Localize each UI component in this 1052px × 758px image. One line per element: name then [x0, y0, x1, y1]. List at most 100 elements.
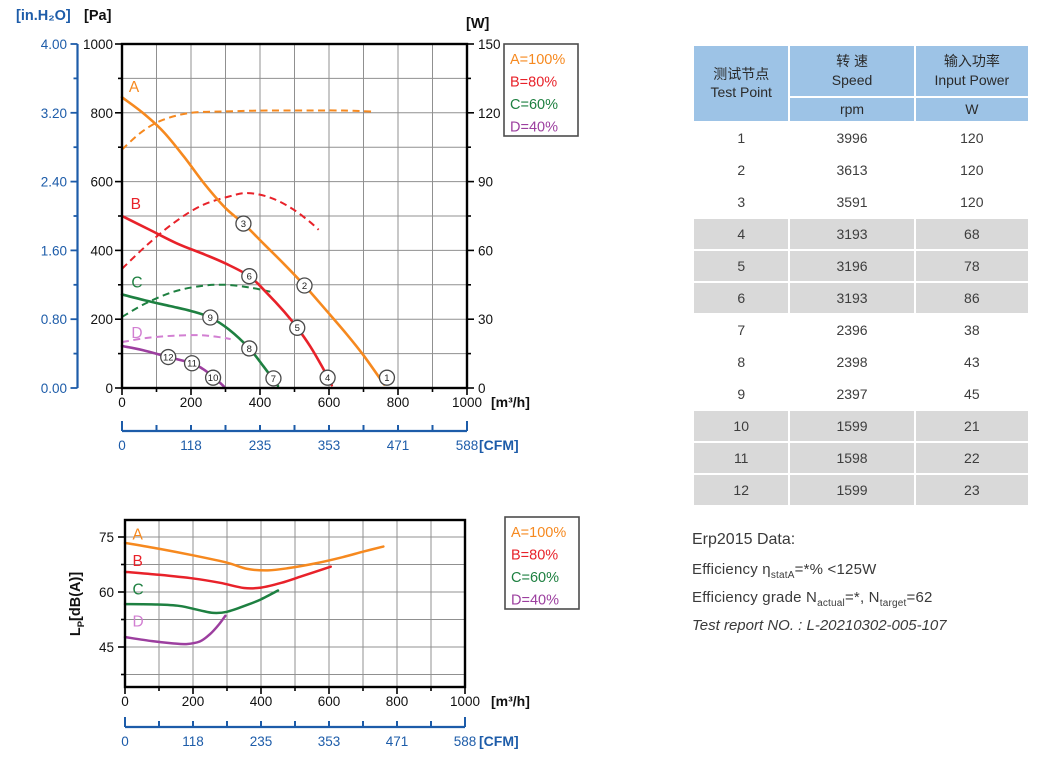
svg-text:45: 45 — [99, 640, 114, 655]
svg-text:235: 235 — [249, 438, 272, 453]
svg-text:1: 1 — [384, 373, 389, 384]
inh2o-axis: 4.00 3.20 2.40 1.60 0.80 0.00 [in.H₂O] — [16, 8, 79, 396]
table-row: 6 3193 86 — [694, 282, 1028, 313]
svg-text:[Pa]: [Pa] — [84, 8, 112, 24]
test-point-marker-3: 3 — [235, 215, 252, 232]
test-point-marker-10: 10 — [204, 369, 222, 386]
svg-text:30: 30 — [478, 312, 493, 327]
erp-grade-line: Efficiency grade Nactual=*, Ntarget=62 — [692, 589, 1032, 609]
power-cell: 43 — [915, 346, 1028, 377]
col-test-point-en: Test Point — [710, 84, 772, 101]
rpm-cell: 3193 — [790, 282, 914, 313]
svg-text:200: 200 — [90, 312, 113, 327]
performance-grid — [122, 44, 467, 388]
svg-text:60: 60 — [478, 243, 493, 258]
erp-data-block: Erp2015 Data: Efficiency ηstatA=*% <125W… — [692, 531, 1032, 634]
rpm-cell: 1599 — [790, 410, 914, 441]
power-cell: 86 — [915, 282, 1028, 313]
performance-x-axis: 0 200 400 600 800 1000 [m³/h] — [118, 388, 530, 410]
erp-grade-p1: Efficiency grade N — [692, 588, 818, 606]
col-test-point-zh: 测试节点 — [713, 65, 770, 82]
svg-text:5: 5 — [295, 323, 300, 334]
power-cell: 38 — [915, 314, 1028, 345]
noise-x-axis: 0 200 400 600 800 1000 [m³/h] — [121, 687, 530, 709]
col-speed-header: 转 速 Speed — [790, 46, 914, 96]
erp-eff-suffix: =*% <125W — [794, 560, 877, 578]
col-power-zh: 输入功率 — [943, 53, 1000, 70]
test-point-cell: 12 — [694, 474, 789, 505]
test-point-cell: 5 — [694, 250, 789, 281]
power-curve-C — [121, 283, 271, 318]
svg-text:8: 8 — [247, 344, 252, 355]
pressure-curve-A — [120, 96, 386, 386]
test-point-cell: 11 — [694, 442, 789, 473]
svg-text:0: 0 — [121, 734, 129, 749]
noise-y-axis-title: LP[dB(A)] — [68, 572, 87, 636]
test-point-marker-4: 4 — [319, 369, 336, 386]
table-row: 11 1598 22 — [694, 442, 1028, 473]
svg-text:800: 800 — [387, 395, 410, 410]
svg-text:800: 800 — [386, 694, 409, 709]
noise-curve-A — [123, 541, 385, 572]
legend-item-B: B=80% — [510, 75, 557, 91]
power-cell: 120 — [915, 154, 1028, 185]
svg-text:1000: 1000 — [450, 694, 480, 709]
svg-text:90: 90 — [478, 175, 493, 190]
svg-text:[W]: [W] — [466, 16, 490, 32]
test-point-cell: 4 — [694, 218, 789, 249]
svg-text:3: 3 — [241, 219, 246, 230]
erp-eff-sub: statA — [770, 569, 795, 581]
svg-text:7: 7 — [271, 374, 276, 385]
power-curve-A — [121, 109, 374, 151]
noise-y-axis: 75 60 45 — [99, 530, 125, 676]
svg-text:0: 0 — [121, 694, 129, 709]
rpm-cell: 3193 — [790, 218, 914, 249]
svg-text:200: 200 — [180, 395, 203, 410]
rpm-cell: 2397 — [790, 378, 914, 409]
curve-label-C-noise: C — [132, 581, 143, 598]
rpm-cell: 3591 — [790, 186, 914, 217]
svg-text:[in.H₂O]: [in.H₂O] — [16, 8, 71, 24]
erp-grade-p3: =62 — [906, 588, 933, 606]
noise-grid — [125, 520, 465, 687]
svg-text:471: 471 — [387, 438, 410, 453]
svg-text:0: 0 — [105, 381, 113, 396]
svg-text:0: 0 — [118, 395, 126, 410]
erp-eff-prefix: Efficiency η — [692, 560, 771, 578]
curve-label-D-performance: D — [131, 325, 142, 342]
svg-text:400: 400 — [90, 243, 113, 258]
test-point-cell: 9 — [694, 378, 789, 409]
legend-item-D: D=40% — [511, 593, 559, 609]
test-point-marker-5: 5 — [289, 319, 306, 336]
svg-text:[m³/h]: [m³/h] — [491, 693, 530, 709]
erp-grade-sub1: actual — [817, 597, 845, 609]
rpm-cell: 3996 — [790, 122, 914, 153]
svg-text:600: 600 — [318, 694, 341, 709]
test-point-marker-7: 7 — [265, 370, 282, 387]
svg-text:800: 800 — [90, 106, 113, 121]
table-row: 2 3613 120 — [694, 154, 1028, 185]
svg-text:2: 2 — [302, 281, 307, 292]
test-point-cell: 2 — [694, 154, 789, 185]
svg-text:353: 353 — [318, 438, 341, 453]
svg-text:588: 588 — [454, 734, 477, 749]
test-point-marker-6: 6 — [241, 268, 258, 285]
power-cell: 78 — [915, 250, 1028, 281]
noise-curve-D — [123, 614, 227, 646]
svg-text:4.00: 4.00 — [41, 37, 67, 52]
right-panel: 测试节点 Test Point 转 速 Speed 输入功率 Input Pow… — [692, 44, 1032, 634]
svg-text:9: 9 — [208, 313, 213, 324]
test-point-marker-11: 11 — [183, 355, 201, 372]
test-point-table: 测试节点 Test Point 转 速 Speed 输入功率 Input Pow… — [692, 44, 1030, 507]
test-point-cell: 7 — [694, 314, 789, 345]
col-power-header: 输入功率 Input Power — [915, 46, 1028, 96]
rpm-cell: 2396 — [790, 314, 914, 345]
col-speed-unit: rpm — [790, 98, 914, 121]
test-point-marker-12: 12 — [160, 348, 177, 366]
pressure-curve-C — [120, 293, 280, 388]
power-cell: 21 — [915, 410, 1028, 441]
svg-text:600: 600 — [318, 395, 341, 410]
col-test-point-header: 测试节点 Test Point — [694, 46, 789, 121]
pressure-curve-B — [120, 214, 334, 387]
curve-label-A-performance: A — [129, 79, 140, 96]
